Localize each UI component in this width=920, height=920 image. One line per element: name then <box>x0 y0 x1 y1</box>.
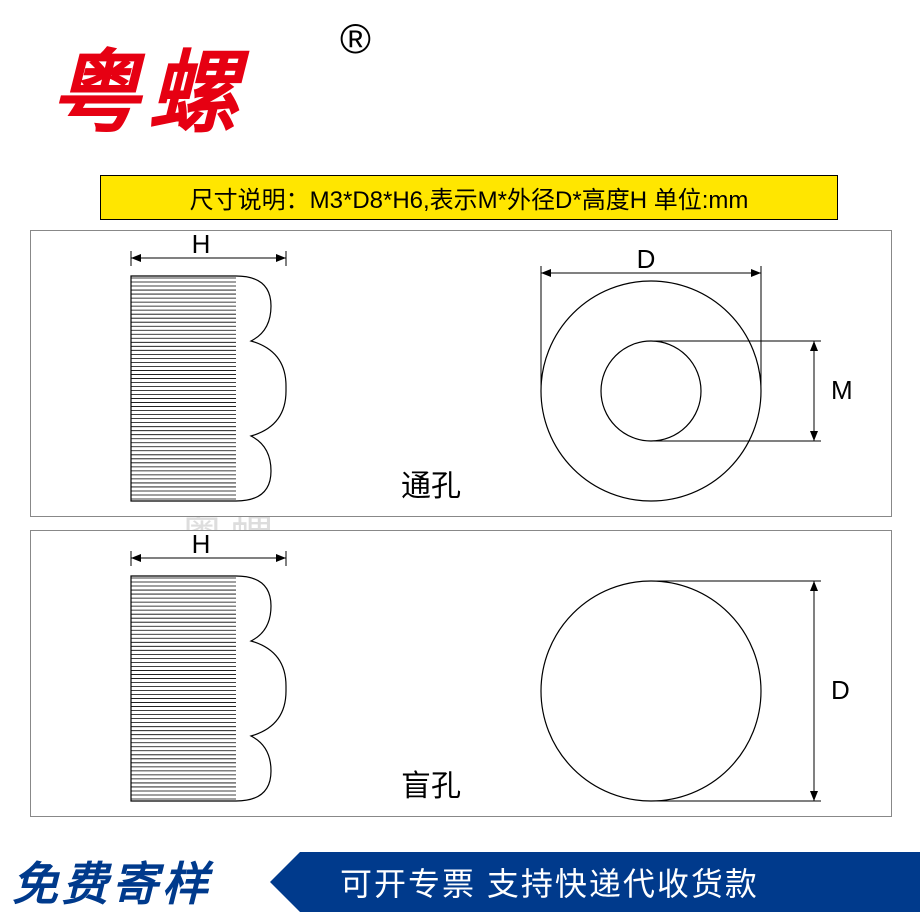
dim-H-label: H <box>192 531 211 559</box>
top-view: D <box>541 581 850 801</box>
through-hole-svg: H 通孔 D M <box>31 231 891 516</box>
dim-M-label: M <box>831 375 853 405</box>
dimension-description: 尺寸说明：M3*D8*H6,表示M*外径D*高度H 单位:mm <box>100 175 838 220</box>
footer-banner: 免费寄样 可开专票 支持快递代收货款 <box>0 842 920 920</box>
side-view: H <box>131 531 286 801</box>
side-view: H <box>131 231 286 501</box>
diagram-panel-through-hole: H 通孔 D M <box>30 230 892 517</box>
brand-name: 粤螺 <box>50 45 246 144</box>
registered-mark: ® <box>340 15 371 63</box>
panel-label: 通孔 <box>401 470 461 503</box>
top-view: D M <box>541 244 853 501</box>
dim-D-label: D <box>637 244 656 274</box>
diagram-panel-blind-hole: H 盲孔 D <box>30 530 892 817</box>
footer-right-text: 可开专票 支持快递代收货款 <box>300 852 920 912</box>
footer-left-text: 免费寄样 <box>0 842 312 920</box>
brand-logo: 粤螺 ® <box>50 20 246 150</box>
blind-hole-svg: H 盲孔 D <box>31 531 891 816</box>
dim-H-label: H <box>192 231 211 259</box>
panel-label: 盲孔 <box>401 770 461 803</box>
dim-D-label: D <box>831 675 850 705</box>
